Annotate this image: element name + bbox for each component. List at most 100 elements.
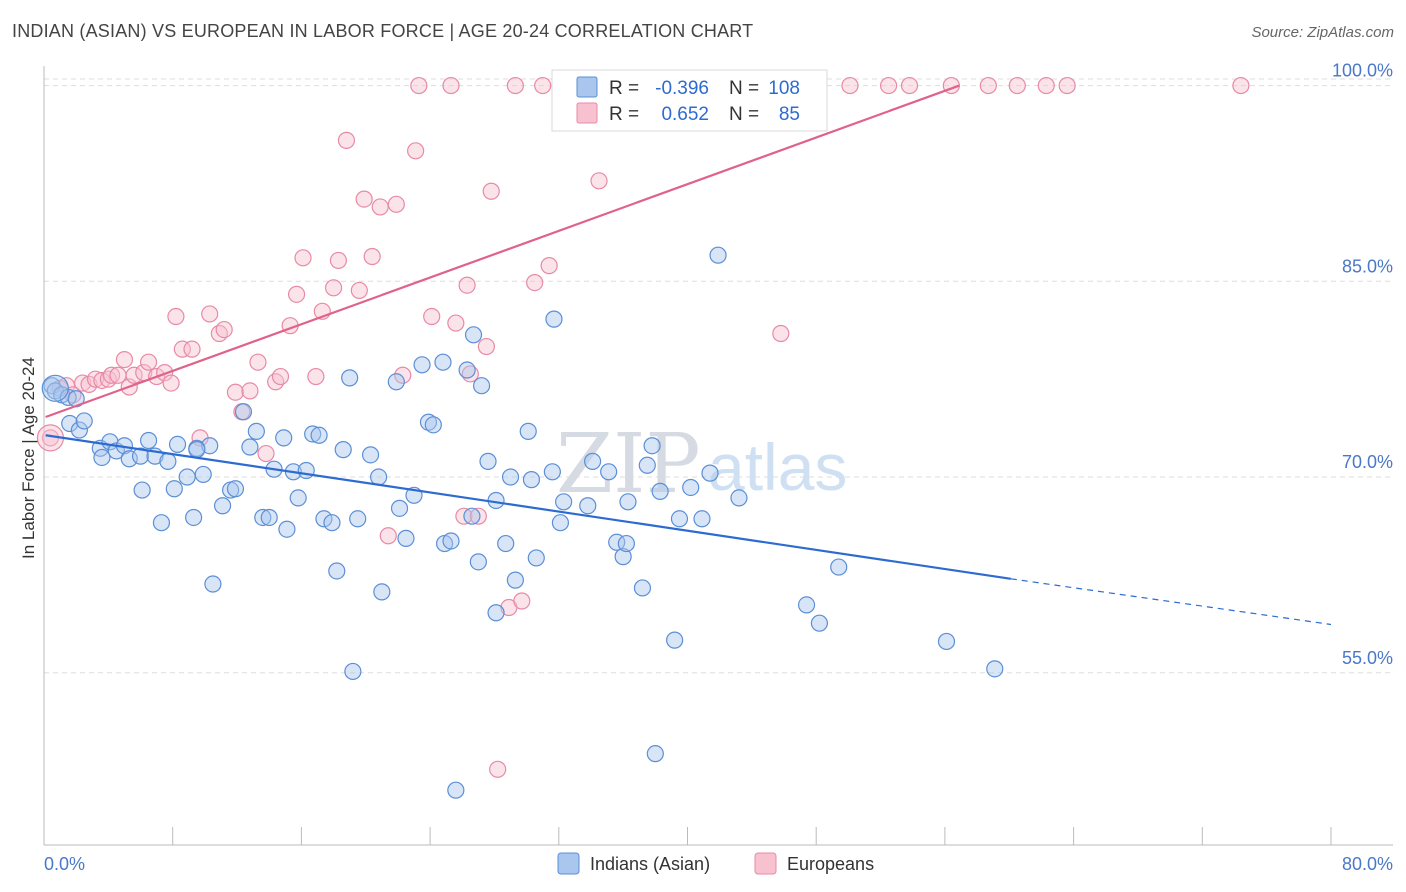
europeans-point [387, 195, 405, 213]
indians-point [131, 447, 150, 465]
indians-point [188, 441, 206, 459]
legend-r-label-1: R = [609, 78, 639, 99]
indians-point [328, 562, 346, 580]
europeans-point [979, 76, 997, 95]
indians-point [519, 422, 537, 440]
europeans-point [590, 172, 608, 190]
indians-point [390, 499, 409, 517]
indians-point [682, 478, 700, 497]
europeans-point [226, 383, 245, 401]
europeans-point [324, 279, 343, 297]
indians-point [497, 534, 515, 553]
indians-point [666, 631, 684, 649]
indians-point [241, 438, 259, 456]
indians-point [226, 480, 245, 498]
indians-point [297, 461, 315, 480]
indians-point [315, 510, 333, 528]
trend-lines [45, 84, 1332, 626]
indians-point [670, 510, 689, 528]
x-tick-label-max: 80.0% [1342, 854, 1393, 874]
legend-swatch-blue [576, 76, 598, 98]
indians-point [617, 534, 635, 553]
indians-point [168, 435, 187, 454]
europeans-point [526, 274, 544, 292]
europeans-point [102, 366, 121, 384]
indians-point [619, 493, 637, 511]
europeans-point [162, 374, 180, 392]
europeans-point [772, 324, 790, 343]
indians-point [278, 520, 296, 538]
x-tick-label-min: 0.0% [44, 854, 85, 874]
indians-point [434, 353, 452, 371]
europeans-point [307, 367, 325, 386]
europeans-point [167, 307, 185, 326]
indians-point [643, 437, 661, 455]
europeans-point [482, 182, 500, 200]
y-axis-title: In Labor Force | Age 20-24 [19, 357, 38, 559]
chart-title: INDIAN (ASIAN) VS EUROPEAN IN LABOR FORC… [12, 21, 754, 41]
indians-point [424, 416, 442, 434]
indians-point [120, 450, 138, 468]
indians-point [638, 456, 656, 474]
indians-point [551, 514, 570, 532]
indians-trend-extension [1010, 578, 1332, 626]
indians-point [419, 413, 438, 431]
indians-point [579, 497, 597, 515]
europeans-point [93, 371, 111, 390]
indians-point [472, 377, 491, 395]
europeans-point [1037, 76, 1055, 95]
europeans-point [423, 307, 441, 326]
watermark-zip: ZIP [556, 417, 701, 512]
indians-point [545, 310, 563, 328]
indians-point [583, 452, 602, 470]
indians-point-cluster [41, 374, 69, 402]
y-tick-label: 100.0% [1332, 61, 1393, 81]
indians-point [159, 452, 177, 470]
europeans-point [294, 249, 312, 267]
europeans-point [506, 76, 524, 95]
europeans-point [394, 366, 412, 384]
bottom-legend-label-europeans: Europeans [787, 854, 874, 874]
indians-point [469, 553, 487, 571]
indians-point [254, 508, 272, 527]
indians-point [506, 571, 524, 589]
grid-lines [44, 78, 1393, 674]
indians-point [93, 448, 111, 467]
europeans-point [355, 190, 373, 208]
indians-point [70, 421, 88, 439]
indians-point [201, 437, 219, 455]
europeans-point [125, 366, 143, 384]
europeans-point [371, 198, 389, 216]
indians-point [463, 507, 481, 525]
indians-point [247, 422, 265, 440]
indians-point [234, 403, 253, 421]
bottom-legend-swatch-blue [557, 852, 580, 875]
legend-n-label-2: N = [729, 104, 759, 125]
indians-point [334, 441, 352, 459]
europeans-point [879, 76, 898, 95]
europeans-point [287, 285, 306, 303]
indians-point [139, 431, 158, 450]
y-tick-label: 55.0% [1342, 648, 1393, 668]
indians-point [797, 596, 816, 614]
indians-point [709, 246, 727, 264]
europeans-point [267, 373, 285, 391]
correlation-legend: R = -0.396 N = 108 R = 0.652 N = 85 [551, 69, 828, 132]
indians-point [370, 468, 388, 486]
europeans-point [534, 76, 552, 95]
indians-point [310, 426, 328, 444]
indians-point [527, 549, 545, 567]
indians-point [693, 510, 711, 528]
indians-point [600, 463, 618, 481]
indians-point [614, 548, 632, 566]
europeans-point [74, 374, 92, 392]
source-label: Source: ZipAtlas.com [1251, 24, 1394, 41]
indians-point [487, 604, 505, 622]
indians-point [986, 660, 1004, 678]
europeans-point [201, 305, 219, 323]
europeans-point [156, 364, 174, 382]
indians-point [204, 575, 222, 593]
y-tick-label: 70.0% [1342, 452, 1393, 472]
indians-trend-line [45, 434, 1012, 580]
legend-r-value-2: 0.652 [661, 104, 709, 125]
